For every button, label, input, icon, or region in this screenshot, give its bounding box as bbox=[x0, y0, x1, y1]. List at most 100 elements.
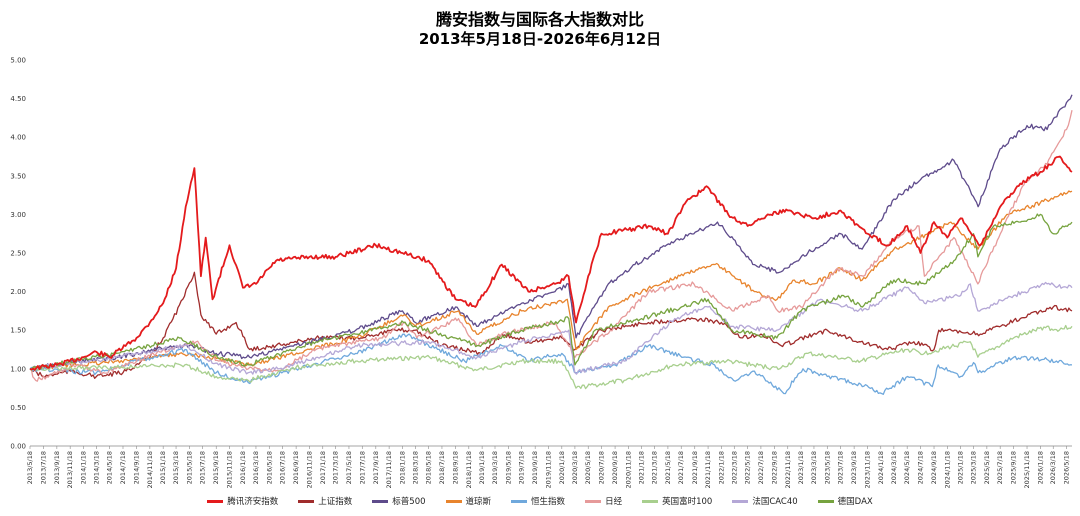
y-tick-label: 0.50 bbox=[10, 404, 26, 412]
x-tick-label: 2013/5/18 bbox=[26, 451, 34, 484]
x-tick-label: 2017/5/18 bbox=[345, 451, 353, 484]
x-tick-label: 2015/3/18 bbox=[172, 451, 180, 484]
y-tick-label: 5.00 bbox=[10, 57, 26, 65]
x-tick-label: 2026/1/18 bbox=[1036, 451, 1044, 484]
x-tick-label: 2013/9/18 bbox=[53, 451, 61, 484]
x-tick-label: 2017/3/18 bbox=[332, 451, 340, 484]
legend-swatch bbox=[817, 499, 834, 503]
legend-item: 日经 bbox=[585, 495, 622, 507]
x-tick-label: 2021/1/18 bbox=[638, 451, 646, 484]
legend-item: 上证指数 bbox=[298, 495, 352, 507]
x-tick-label: 2024/5/18 bbox=[903, 451, 911, 484]
x-tick-label: 2023/9/18 bbox=[850, 451, 858, 484]
x-tick-label: 2014/3/18 bbox=[92, 451, 100, 484]
x-tick-label: 2015/9/18 bbox=[212, 451, 220, 484]
x-tick-label: 2023/11/18 bbox=[863, 451, 871, 488]
x-tick-label: 2022/1/18 bbox=[717, 451, 725, 484]
x-tick-label: 2016/1/18 bbox=[239, 451, 247, 484]
y-tick-label: 3.00 bbox=[10, 211, 26, 219]
series-lines bbox=[29, 94, 1073, 395]
series-line-5 bbox=[29, 110, 1073, 382]
x-tick-label: 2017/7/18 bbox=[358, 451, 366, 484]
legend-item: 法国CAC40 bbox=[732, 495, 798, 507]
legend-item: 英国富时100 bbox=[642, 495, 712, 507]
legend-swatch bbox=[372, 499, 389, 503]
legend-label: 英国富时100 bbox=[662, 497, 713, 507]
legend-swatch bbox=[642, 499, 659, 503]
x-tick-label: 2015/1/18 bbox=[159, 451, 167, 484]
x-tick-label: 2018/7/18 bbox=[438, 451, 446, 484]
x-tick-label: 2026/5/18 bbox=[1063, 451, 1071, 484]
legend-swatch bbox=[207, 499, 224, 503]
legend-label: 日经 bbox=[605, 497, 623, 507]
x-tick-label: 2014/1/18 bbox=[79, 451, 87, 484]
x-tick-label: 2015/5/18 bbox=[185, 451, 193, 484]
x-tick-label: 2023/7/18 bbox=[837, 451, 845, 484]
series-line-7 bbox=[29, 281, 1073, 375]
x-tick-label: 2017/9/18 bbox=[372, 451, 380, 484]
x-tick-label: 2025/9/18 bbox=[1010, 451, 1018, 484]
x-tick-label: 2019/9/18 bbox=[531, 451, 539, 484]
x-tick-label: 2021/5/18 bbox=[664, 451, 672, 484]
series-line-6 bbox=[29, 324, 1073, 390]
x-tick-label: 2021/7/18 bbox=[677, 451, 685, 484]
x-tick-label: 2020/5/18 bbox=[584, 451, 592, 484]
legend-label: 道琼斯 bbox=[465, 497, 492, 507]
x-tick-label: 2020/11/18 bbox=[624, 451, 632, 488]
x-tick-label: 2014/7/18 bbox=[119, 451, 127, 484]
x-tick-label: 2014/11/18 bbox=[146, 451, 154, 488]
chart-subtitle: 2013年5月18日-2026年6月12日 bbox=[418, 30, 662, 48]
legend-swatch bbox=[511, 499, 528, 503]
x-tick-label: 2016/5/18 bbox=[265, 451, 273, 484]
series-line-2 bbox=[29, 94, 1073, 371]
x-tick-label: 2024/11/18 bbox=[943, 451, 951, 488]
x-tick-label: 2015/7/18 bbox=[199, 451, 207, 484]
x-tick-label: 2020/3/18 bbox=[571, 451, 579, 484]
series-line-0 bbox=[29, 155, 1073, 371]
x-tick-label: 2019/7/18 bbox=[518, 451, 526, 484]
x-tick-label: 2025/1/18 bbox=[957, 451, 965, 484]
x-tick-label: 2019/3/18 bbox=[491, 451, 499, 484]
x-tick-label: 2022/7/18 bbox=[757, 451, 765, 484]
legend-item: 德国DAX bbox=[817, 495, 873, 507]
x-tick-label: 2017/1/18 bbox=[319, 451, 327, 484]
legend-swatch bbox=[585, 499, 602, 503]
x-tick-label: 2024/1/18 bbox=[877, 451, 885, 484]
y-tick-label: 4.00 bbox=[10, 134, 26, 142]
y-axis-ticks: 0.00 0.50 1.00 1.50 2.00 2.50 3.00 3.50 4.00 4.50… bbox=[10, 57, 26, 451]
x-tick-label: 2025/5/18 bbox=[983, 451, 991, 484]
x-axis-ticks: 2013/5/18 2013/7/18 2013/9/18 2013/11/18 201… bbox=[26, 446, 1071, 488]
x-tick-label: 2025/3/18 bbox=[970, 451, 978, 484]
legend: 腾讯济安指数 上证指数 标普500 道琼斯 恒生指数 日经 英国富时100 法国CAC40 德国… bbox=[0, 495, 1080, 507]
legend-item: 恒生指数 bbox=[511, 495, 565, 507]
chart-title: 腾安指数与国际各大指数对比 bbox=[435, 10, 644, 29]
x-tick-label: 2014/5/18 bbox=[106, 451, 114, 484]
legend-label: 标普500 bbox=[392, 497, 426, 507]
legend-swatch bbox=[445, 499, 462, 503]
series-line-1 bbox=[29, 271, 1073, 379]
x-tick-label: 2016/9/18 bbox=[292, 451, 300, 484]
x-tick-label: 2020/7/18 bbox=[598, 451, 606, 484]
x-tick-label: 2016/11/18 bbox=[305, 451, 313, 488]
legend-swatch bbox=[732, 499, 749, 503]
x-tick-label: 2021/3/18 bbox=[651, 451, 659, 484]
y-tick-label: 1.00 bbox=[10, 365, 26, 373]
x-tick-label: 2023/3/18 bbox=[810, 451, 818, 484]
x-tick-label: 2023/5/18 bbox=[823, 451, 831, 484]
x-tick-label: 2018/11/18 bbox=[465, 451, 473, 488]
y-tick-label: 2.50 bbox=[10, 250, 26, 258]
y-tick-label: 3.50 bbox=[10, 172, 26, 180]
legend-label: 上证指数 bbox=[318, 497, 353, 507]
legend-item: 腾讯济安指数 bbox=[207, 495, 278, 507]
x-tick-label: 2018/5/18 bbox=[425, 451, 433, 484]
x-tick-label: 2013/11/18 bbox=[66, 451, 74, 488]
series-line-4 bbox=[29, 333, 1073, 395]
x-tick-label: 2015/11/18 bbox=[226, 451, 234, 488]
y-tick-label: 0.00 bbox=[10, 443, 26, 451]
legend-item: 标普500 bbox=[372, 495, 426, 507]
x-tick-label: 2014/9/18 bbox=[133, 451, 141, 484]
x-tick-label: 2023/1/18 bbox=[797, 451, 805, 484]
series-line-8 bbox=[29, 213, 1073, 370]
